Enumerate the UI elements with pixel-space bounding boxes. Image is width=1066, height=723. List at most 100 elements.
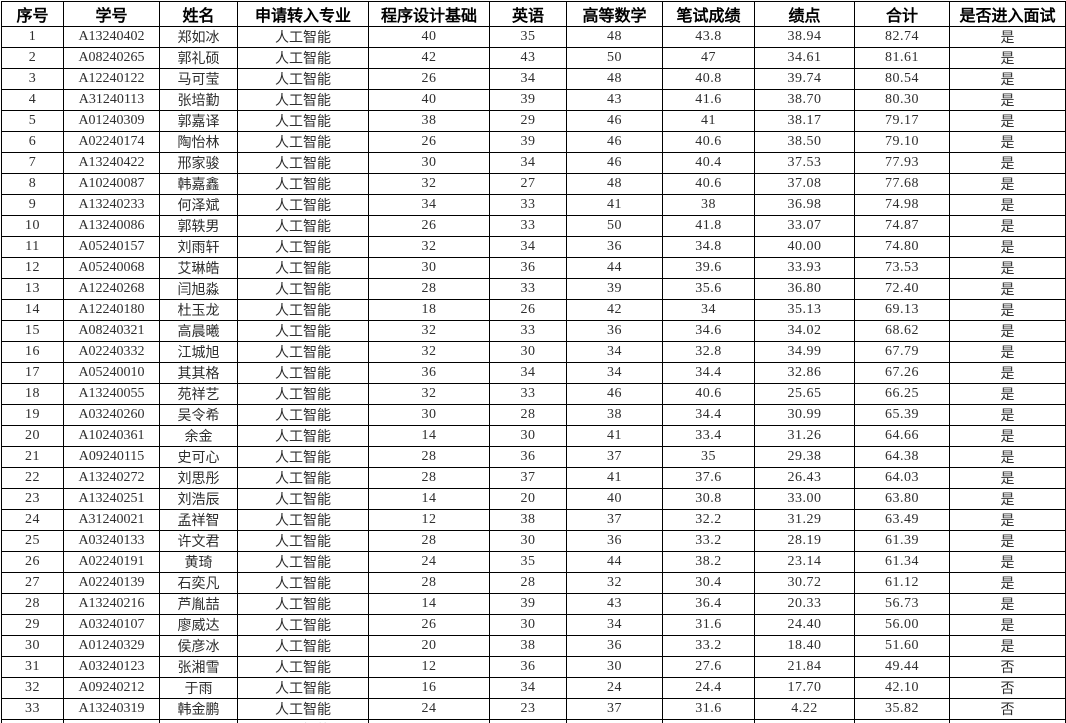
cell-gpa: 34.99 [754, 341, 855, 363]
cell-student-id: A12240180 [63, 299, 160, 321]
cell-student-id: A03240107 [63, 614, 160, 636]
cell-written-score: 34.4 [662, 404, 755, 426]
cell-total: 66.25 [854, 383, 950, 405]
cell-gpa: 38.70 [754, 89, 855, 111]
table-row: 15 A08240321 高晨曦 人工智能 32 33 36 34.6 34.02 68.62 是 [1, 320, 1066, 342]
cell-total: 51.60 [854, 635, 950, 657]
cell-programming-score: 32 [368, 383, 490, 405]
cell-name: 江城旭 [159, 341, 238, 363]
cell-total: 63.49 [854, 509, 950, 531]
cell-interview-flag: 是 [949, 488, 1066, 510]
cell-math-score: 34 [566, 341, 663, 363]
cell-major: 人工智能 [237, 446, 369, 468]
cell-written-score: 30.4 [662, 572, 755, 594]
cell-english-score: 34 [489, 152, 567, 174]
cell-total: 56.00 [854, 614, 950, 636]
cell-math-score: 44 [566, 257, 663, 279]
cell-written-score: 33.2 [662, 635, 755, 657]
cell-total: 67.26 [854, 362, 950, 384]
cell-english-score: 33 [489, 278, 567, 300]
table-row: 31 A03240123 张湘雪 人工智能 12 36 30 27.6 21.84 49.44 否 [1, 656, 1066, 678]
cell-english-score: 23 [489, 698, 567, 720]
cell-interview-flag: 是 [949, 131, 1066, 153]
cell-written-score: 40.6 [662, 131, 755, 153]
cell-major: 人工智能 [237, 215, 369, 237]
cell-student-id: A12240300 [63, 719, 160, 723]
cell-student-id: A03240260 [63, 404, 160, 426]
cell-english-score: 29 [489, 110, 567, 132]
cell-name: 闫旭淼 [159, 278, 238, 300]
table-row: 13 A12240268 闫旭淼 人工智能 28 33 39 35.6 36.80 72.40 是 [1, 278, 1066, 300]
cell-name: 刘思彤 [159, 467, 238, 489]
table-row: 22 A13240272 刘思彤 人工智能 28 37 41 37.6 26.43 64.03 是 [1, 467, 1066, 489]
cell-total: 69.13 [854, 299, 950, 321]
cell-written-score: 32.2 [662, 509, 755, 531]
cell-major: 人工智能 [237, 236, 369, 258]
cell-math-score: 48 [566, 26, 663, 48]
cell-gpa: 17.70 [754, 677, 855, 699]
cell-total: 80.30 [854, 89, 950, 111]
cell-english-score: 34 [489, 362, 567, 384]
cell-student-id: A09240212 [63, 677, 160, 699]
cell-index: 7 [1, 152, 64, 174]
cell-written-score: 33.4 [662, 425, 755, 447]
cell-name: 吴令希 [159, 404, 238, 426]
cell-english-score: 33 [489, 383, 567, 405]
cell-written-score: 43.8 [662, 26, 755, 48]
cell-math-score: 43 [566, 89, 663, 111]
cell-major: 人工智能 [237, 299, 369, 321]
cell-gpa: 30.99 [754, 404, 855, 426]
cell-math-score: 41 [566, 194, 663, 216]
cell-interview-flag: 否 [949, 719, 1066, 723]
table-row: 7 A13240422 邢家骏 人工智能 30 34 46 40.4 37.53 77.93 是 [1, 152, 1066, 174]
cell-interview-flag: 否 [949, 656, 1066, 678]
cell-math-score: 24 [566, 677, 663, 699]
cell-math-score: 32 [566, 572, 663, 594]
cell-written-score: 35 [662, 446, 755, 468]
cell-written-score: 22.8 [662, 719, 755, 723]
cell-total: 77.93 [854, 152, 950, 174]
cell-programming-score: 34 [368, 194, 490, 216]
cell-english-score: 39 [489, 131, 567, 153]
cell-interview-flag: 是 [949, 614, 1066, 636]
cell-math-score: 36 [566, 635, 663, 657]
cell-index: 32 [1, 677, 64, 699]
cell-english-score: 30 [489, 341, 567, 363]
cell-math-score: 41 [566, 467, 663, 489]
cell-gpa: 36.98 [754, 194, 855, 216]
cell-programming-score: 30 [368, 404, 490, 426]
cell-interview-flag: 是 [949, 68, 1066, 90]
cell-student-id: A12240122 [63, 68, 160, 90]
cell-programming-score: 16 [368, 677, 490, 699]
cell-written-score: 40.6 [662, 383, 755, 405]
table-row: 10 A13240086 郭轶男 人工智能 26 33 50 41.8 33.07 74.87 是 [1, 215, 1066, 237]
cell-interview-flag: 是 [949, 110, 1066, 132]
cell-index: 34 [1, 719, 64, 723]
cell-math-score: 36 [566, 320, 663, 342]
cell-total: 82.74 [854, 26, 950, 48]
cell-interview-flag: 是 [949, 257, 1066, 279]
cell-student-id: A13240319 [63, 698, 160, 720]
cell-math-score: 34 [566, 614, 663, 636]
cell-programming-score: 38 [368, 110, 490, 132]
cell-student-id: A13240086 [63, 215, 160, 237]
cell-programming-score: 24 [368, 551, 490, 573]
cell-english-score: 35 [489, 26, 567, 48]
cell-written-score: 33.2 [662, 530, 755, 552]
cell-math-score: 48 [566, 173, 663, 195]
cell-name: 郭礼硕 [159, 47, 238, 69]
cell-written-score: 27.6 [662, 656, 755, 678]
cell-math-score: 24 [566, 719, 663, 723]
cell-english-score: 26 [489, 299, 567, 321]
cell-gpa: 38.17 [754, 110, 855, 132]
cell-written-score: 31.6 [662, 614, 755, 636]
cell-name: 何泽斌 [159, 194, 238, 216]
cell-index: 15 [1, 320, 64, 342]
cell-programming-score: 28 [368, 278, 490, 300]
table-row: 4 A31240113 张培勤 人工智能 40 39 43 41.6 38.70 80.30 是 [1, 89, 1066, 111]
cell-english-score: 35 [489, 551, 567, 573]
cell-math-score: 38 [566, 404, 663, 426]
cell-english-score: 33 [489, 194, 567, 216]
cell-english-score: 34 [489, 236, 567, 258]
